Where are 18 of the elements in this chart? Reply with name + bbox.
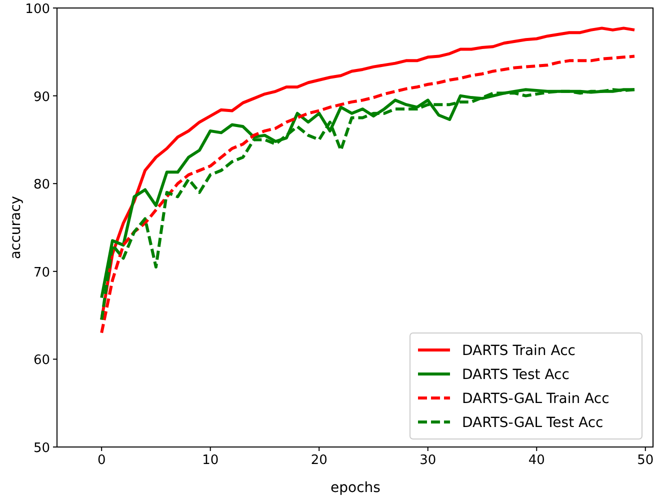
y-tick-label: 80 <box>33 178 50 193</box>
y-tick-label: 90 <box>33 90 50 105</box>
y-tick-label: 70 <box>33 265 50 280</box>
y-tick-label: 100 <box>25 2 50 17</box>
x-tick-label: 30 <box>420 453 436 468</box>
legend-label: DARTS Test Acc <box>462 367 570 383</box>
x-tick-label: 50 <box>637 453 654 468</box>
x-tick-label: 10 <box>202 453 219 468</box>
x-tick-label: 20 <box>310 453 328 468</box>
y-tick-label: 60 <box>33 353 50 368</box>
x-tick-label: 40 <box>528 453 545 468</box>
legend-label: DARTS Train Acc <box>462 343 576 359</box>
legend-label: DARTS-GAL Train Acc <box>462 391 610 407</box>
x-axis-title: epochs <box>330 480 380 496</box>
y-tick-label: 50 <box>33 441 50 456</box>
x-tick-label: 0 <box>97 453 106 468</box>
legend-label: DARTS-GAL Test Acc <box>462 415 604 431</box>
y-axis-title: accuracy <box>8 196 24 260</box>
